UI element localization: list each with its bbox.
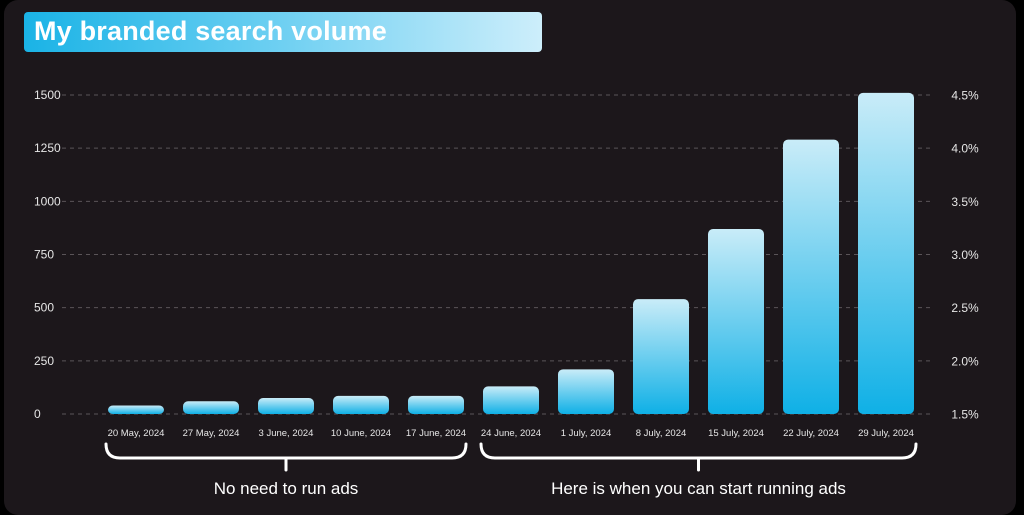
y2-tick-label: 3.5%	[951, 195, 979, 209]
bar	[708, 228, 764, 414]
annotation-label: No need to run ads	[214, 479, 359, 498]
x-tick-label: 20 May, 2024	[108, 428, 165, 439]
bar	[858, 92, 914, 414]
x-tick-label: 29 July, 2024	[858, 428, 914, 439]
x-tick-label: 27 May, 2024	[183, 428, 240, 439]
chart-panel: My branded search volume	[4, 0, 1016, 515]
annotations: No need to run ads Here is when you can s…	[104, 442, 918, 498]
y-tick-label: 0	[34, 407, 41, 421]
annotation-label: Here is when you can start running ads	[551, 479, 846, 498]
bar	[408, 395, 464, 414]
x-tick-label: 22 July, 2024	[783, 428, 839, 439]
y-tick-label: 1000	[34, 194, 61, 208]
bar	[183, 401, 239, 414]
y2-tick-label: 3.0%	[951, 248, 979, 262]
bar	[783, 139, 839, 414]
x-tick-label: 1 July, 2024	[561, 428, 612, 439]
y-tick-label: 250	[34, 354, 54, 368]
bar	[558, 369, 614, 414]
y-tick-label: 1500	[34, 88, 61, 102]
y-axis-left: 1500 1250 1000 750 500 250 0	[34, 88, 61, 421]
y-axis-right: 4.5% 4.0% 3.5% 3.0% 2.5% 2.0% 1.5%	[951, 89, 979, 422]
y-tick-label: 750	[34, 248, 54, 262]
y2-tick-label: 4.5%	[951, 89, 979, 103]
bar	[108, 405, 164, 414]
bar	[258, 398, 314, 414]
x-tick-label: 17 June, 2024	[406, 428, 466, 439]
x-tick-label: 15 July, 2024	[708, 428, 764, 439]
y2-tick-label: 2.5%	[951, 301, 979, 315]
x-tick-label: 24 June, 2024	[481, 428, 541, 439]
bracket	[104, 442, 468, 460]
bars	[108, 92, 914, 414]
y2-tick-label: 4.0%	[951, 142, 979, 156]
y-tick-label: 500	[34, 301, 54, 315]
bar	[483, 386, 539, 414]
y2-tick-label: 2.0%	[951, 354, 979, 368]
bracket	[479, 442, 918, 460]
bar	[333, 395, 389, 414]
chart-title-box: My branded search volume	[24, 12, 542, 52]
chart-title: My branded search volume	[34, 16, 387, 46]
y-tick-label: 1250	[34, 141, 61, 155]
bar	[633, 299, 689, 414]
x-axis: 20 May, 2024 27 May, 2024 3 June, 2024 10 J…	[108, 428, 914, 439]
x-tick-label: 10 June, 2024	[331, 428, 391, 439]
x-tick-label: 8 July, 2024	[636, 428, 687, 439]
y2-tick-label: 1.5%	[951, 408, 979, 422]
x-tick-label: 3 June, 2024	[259, 428, 314, 439]
